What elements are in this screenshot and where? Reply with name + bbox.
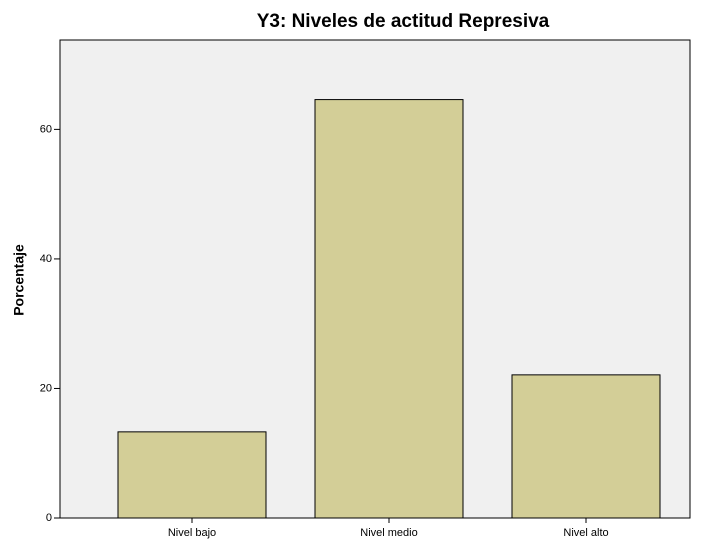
y-tick-label: 40: [40, 253, 52, 265]
chart-title: Y3: Niveles de actitud Represiva: [257, 11, 550, 32]
bar: [117, 431, 267, 519]
y-tick-label: 60: [40, 123, 52, 135]
y-tick-label: 20: [40, 382, 52, 394]
y-axis-label: Porcentaje: [11, 244, 27, 316]
x-tick-label: Nivel medio: [360, 527, 417, 539]
y-tick-label: 0: [46, 512, 52, 524]
bar: [314, 99, 464, 519]
bar: [511, 374, 661, 519]
x-tick-label: Nivel alto: [563, 527, 608, 539]
x-tick-label: Nivel bajo: [168, 527, 216, 539]
